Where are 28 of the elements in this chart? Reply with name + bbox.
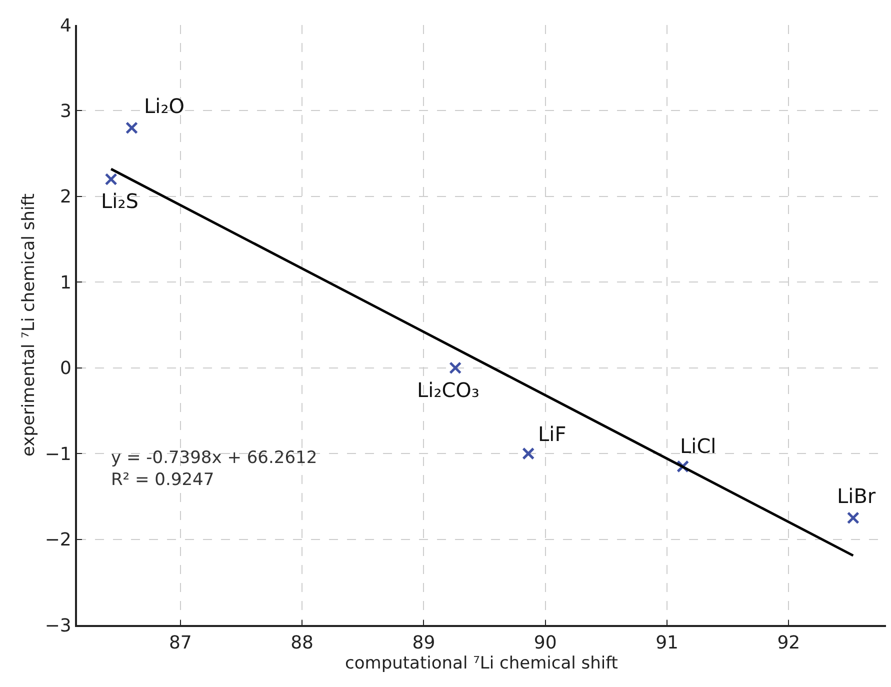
annotation: y = -0.7398x + 66.2612 R² = 0.9247 bbox=[111, 448, 318, 490]
point bbox=[846, 512, 860, 524]
y-tick-label: 1 bbox=[60, 272, 72, 294]
y-tick-label: −3 bbox=[44, 615, 72, 636]
y-axis-title: experimental ⁷Li chemical shift bbox=[18, 193, 39, 457]
x-tick-label: 90 bbox=[534, 632, 557, 654]
x-tick-label: 87 bbox=[168, 632, 192, 654]
y-tick-label: −2 bbox=[44, 530, 72, 551]
y-tick-label: 4 bbox=[60, 15, 72, 36]
point bbox=[449, 362, 462, 374]
annotation: LiBr bbox=[837, 484, 876, 508]
annotation: Li₂S bbox=[101, 189, 138, 213]
x-tick-label: 91 bbox=[656, 632, 678, 654]
y-tick-label: −1 bbox=[44, 444, 72, 465]
annotation: Li₂O bbox=[144, 94, 184, 118]
annotation: Li₂CO₃ bbox=[417, 378, 480, 402]
x-tick-label: 88 bbox=[290, 632, 314, 654]
y-tick-label: 3 bbox=[60, 101, 72, 122]
point bbox=[522, 447, 535, 460]
annotation: LiCl bbox=[680, 434, 716, 458]
x-axis-title: computational ⁷Li chemical shift bbox=[345, 654, 618, 674]
point bbox=[104, 173, 118, 186]
y-tick-label: 2 bbox=[60, 186, 72, 208]
x-tick-label: 89 bbox=[412, 632, 436, 654]
x-tick-label: 92 bbox=[777, 632, 800, 654]
point bbox=[125, 122, 138, 134]
annotation: LiF bbox=[538, 422, 566, 446]
y-tick-label: 0 bbox=[60, 358, 72, 380]
